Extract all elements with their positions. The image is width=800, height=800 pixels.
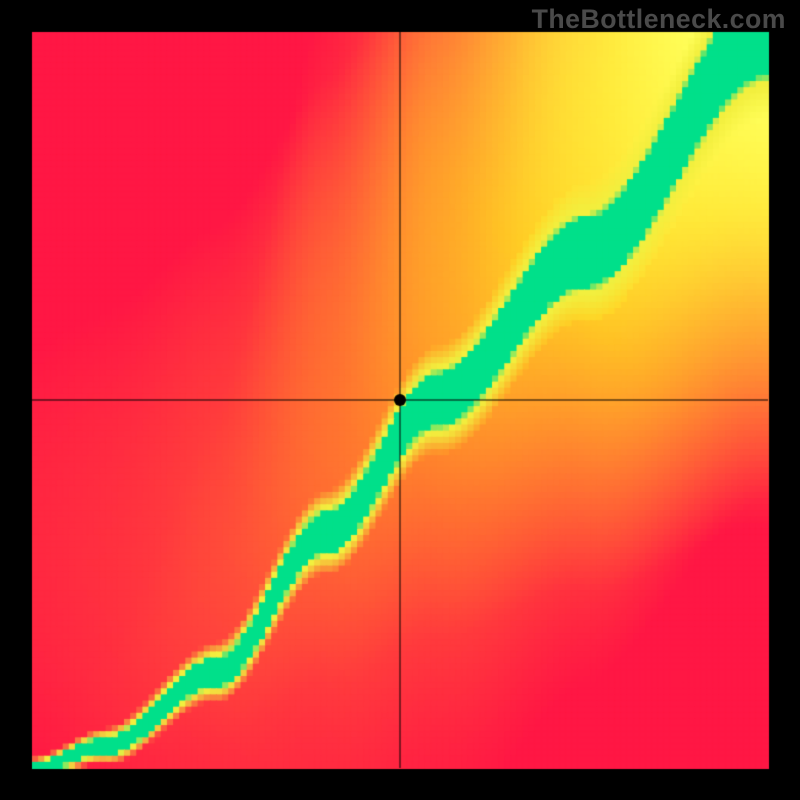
chart-container: TheBottleneck.com xyxy=(0,0,800,800)
bottleneck-heatmap xyxy=(0,0,800,800)
